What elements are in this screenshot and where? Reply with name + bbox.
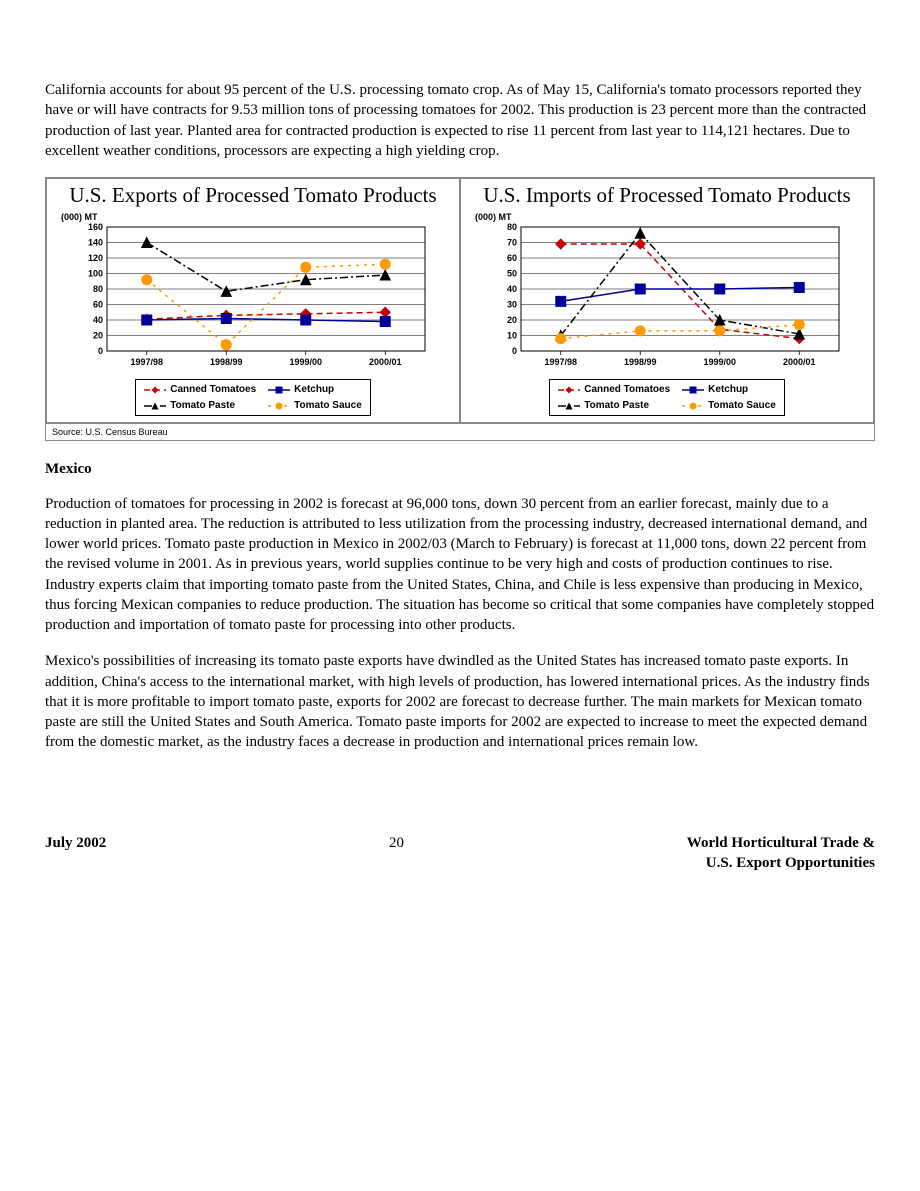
svg-text:60: 60 [93, 300, 103, 310]
svg-text:120: 120 [88, 253, 103, 263]
svg-text:40: 40 [507, 284, 517, 294]
svg-text:50: 50 [507, 269, 517, 279]
footer-pub-line2: U.S. Export Opportunities [687, 853, 875, 873]
chart-source: Source: U.S. Census Bureau [45, 424, 875, 441]
svg-text:40: 40 [93, 315, 103, 325]
svg-text:10: 10 [507, 331, 517, 341]
svg-text:140: 140 [88, 238, 103, 248]
svg-text:1999/00: 1999/00 [703, 357, 736, 367]
legend-item: Tomato Paste [144, 399, 256, 413]
svg-text:1997/98: 1997/98 [130, 357, 163, 367]
imports-legend: Canned Tomatoes Ketchup Tomato Paste Tomato… [549, 379, 785, 416]
legend-item: Canned Tomatoes [558, 383, 670, 397]
svg-text:2000/01: 2000/01 [783, 357, 816, 367]
svg-text:2000/01: 2000/01 [369, 357, 402, 367]
svg-text:80: 80 [507, 223, 517, 232]
svg-text:20: 20 [507, 315, 517, 325]
intro-paragraph: California accounts for about 95 percent… [45, 80, 875, 161]
exports-chart-cell: U.S. Exports of Processed Tomato Product… [46, 178, 460, 423]
page-footer: July 2002 20 World Horticultural Trade &… [45, 833, 875, 874]
svg-text:1997/98: 1997/98 [544, 357, 577, 367]
svg-text:1998/99: 1998/99 [210, 357, 243, 367]
exports-legend: Canned Tomatoes Ketchup Tomato Paste Tomato… [135, 379, 371, 416]
exports-plot: 0 20 40 60 80 100 120 140 160 1997/98 1998/99 1999/… [73, 223, 433, 373]
imports-plot: 0 10 20 30 40 50 60 70 80 1997/98 1998/99 1999/00 20… [487, 223, 847, 373]
exports-unit-label: (000) MT [61, 211, 98, 223]
svg-text:0: 0 [512, 346, 517, 356]
footer-publication: World Horticultural Trade & U.S. Export … [687, 833, 875, 874]
footer-page-number: 20 [389, 833, 404, 853]
imports-chart-title: U.S. Imports of Processed Tomato Product… [483, 183, 850, 207]
footer-pub-line1: World Horticultural Trade & [687, 833, 875, 853]
legend-item: Tomato Sauce [268, 399, 362, 413]
svg-text:0: 0 [98, 346, 103, 356]
legend-item: Tomato Sauce [682, 399, 776, 413]
svg-text:100: 100 [88, 269, 103, 279]
exports-chart-title: U.S. Exports of Processed Tomato Product… [69, 183, 436, 207]
footer-date: July 2002 [45, 833, 106, 853]
svg-text:30: 30 [507, 300, 517, 310]
svg-text:1998/99: 1998/99 [624, 357, 657, 367]
svg-text:80: 80 [93, 284, 103, 294]
svg-text:160: 160 [88, 223, 103, 232]
legend-item: Canned Tomatoes [144, 383, 256, 397]
legend-item: Ketchup [682, 383, 776, 397]
legend-item: Ketchup [268, 383, 362, 397]
charts-container: U.S. Exports of Processed Tomato Product… [45, 177, 875, 424]
mexico-paragraph-2: Mexico's possibilities of increasing its… [45, 651, 875, 752]
svg-text:60: 60 [507, 253, 517, 263]
imports-unit-label: (000) MT [475, 211, 512, 223]
svg-text:1999/00: 1999/00 [289, 357, 322, 367]
svg-text:20: 20 [93, 331, 103, 341]
mexico-paragraph-1: Production of tomatoes for processing in… [45, 494, 875, 636]
svg-text:70: 70 [507, 238, 517, 248]
mexico-heading: Mexico [45, 459, 875, 479]
legend-item: Tomato Paste [558, 399, 670, 413]
imports-chart-cell: U.S. Imports of Processed Tomato Product… [460, 178, 874, 423]
